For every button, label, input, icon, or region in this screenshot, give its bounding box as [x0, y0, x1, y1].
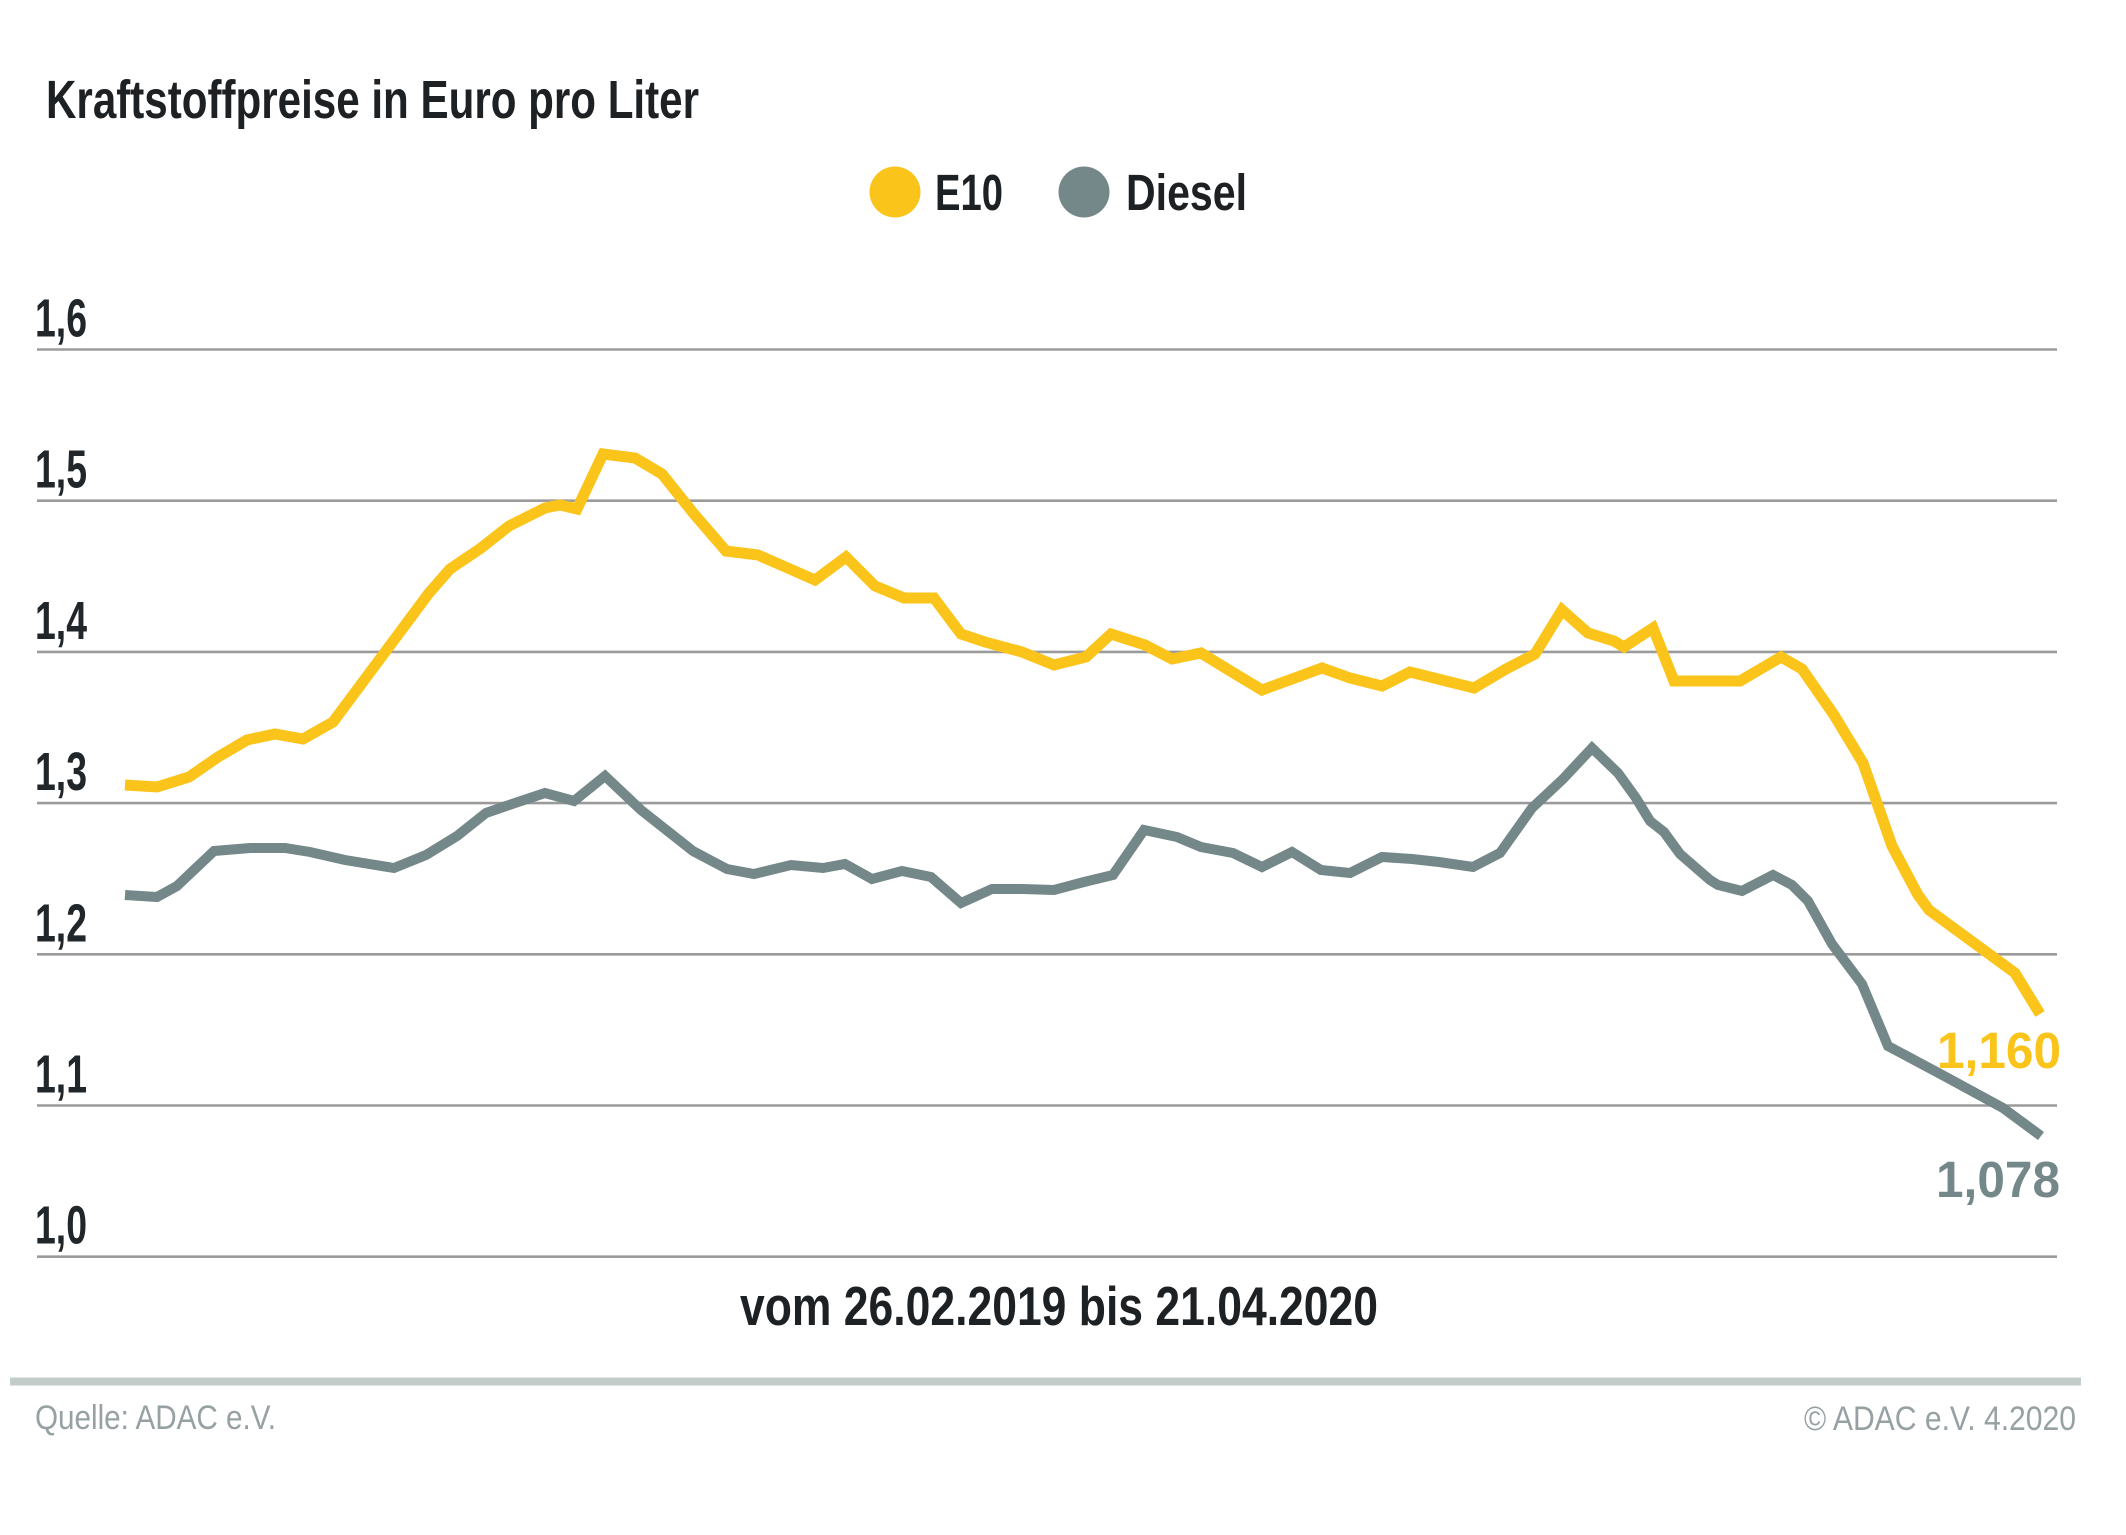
svg-text:1,160: 1,160 — [1937, 1022, 2061, 1079]
svg-text:1,0: 1,0 — [35, 1196, 87, 1256]
svg-text:1,3: 1,3 — [35, 742, 87, 802]
svg-text:1,078: 1,078 — [1936, 1151, 2060, 1208]
svg-text:1,4: 1,4 — [35, 591, 87, 651]
svg-text:1,6: 1,6 — [35, 289, 87, 349]
svg-text:Kraftstoffpreise in Euro pro L: Kraftstoffpreise in Euro pro Liter — [46, 70, 699, 130]
svg-text:Quelle: ADAC e.V.: Quelle: ADAC e.V. — [35, 1399, 276, 1437]
svg-text:E10: E10 — [935, 164, 1003, 221]
svg-text:1,5: 1,5 — [35, 440, 87, 500]
svg-text:1,2: 1,2 — [35, 893, 87, 953]
svg-text:© ADAC e.V. 4.2020: © ADAC e.V. 4.2020 — [1804, 1400, 2076, 1438]
svg-text:vom 26.02.2019 bis 21.04.2020: vom 26.02.2019 bis 21.04.2020 — [740, 1275, 1378, 1337]
svg-text:1,1: 1,1 — [35, 1045, 87, 1105]
svg-text:Diesel: Diesel — [1126, 164, 1247, 221]
